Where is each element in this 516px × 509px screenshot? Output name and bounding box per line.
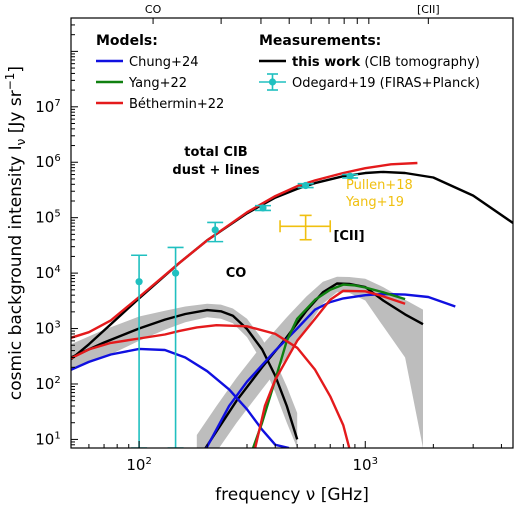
legend-label-0: Chung+24 [129,55,198,70]
series-line-5 [205,292,456,448]
annotation-dust-lines: dust + lines [172,163,259,178]
y-tick-base: 10 [35,209,54,227]
y-tick-exp: 7 [54,98,60,109]
y-tick-label-6: 107 [35,98,60,116]
odegard-marker [171,269,180,277]
top-label-co: CO [145,3,162,16]
legend-odegard-label: Odegard+19 (FIRAS+Planck) [292,76,480,91]
y-tick-exp: 6 [54,153,60,164]
series-line-1 [71,161,418,339]
odegard-point-2 [207,221,224,243]
legend-this-work-label: this work (CIB tomography) [292,55,480,70]
odegard-marker [135,278,143,286]
odegard-point-1 [167,246,184,448]
x-tick-label-1: 103 [353,456,378,474]
legend-measurements: Measurements: this work (CIB tomography) O… [259,33,480,91]
top-axis: CO [CII] [145,3,440,24]
y-title-sub: ν [14,138,28,145]
y-tick-label-1: 102 [35,375,60,393]
x-tick-exp: 2 [145,456,151,467]
odegard-point-3 [254,204,271,212]
odegard-point-0 [131,254,148,448]
y-tick-label-0: 101 [35,430,60,448]
y-tick-base: 10 [35,320,54,338]
legend-label-2: Béthermin+22 [129,97,224,112]
series-line-7 [71,324,351,448]
legend-this-work-rest: (CIB tomography) [360,55,480,70]
series-line-4 [71,347,290,448]
y-title-unit-sup: −1 [3,73,17,91]
x-axis: 102 103 [70,441,502,474]
y-tick-exp: 1 [54,430,60,441]
y-tick-base: 10 [35,375,54,393]
y-tick-exp: 4 [54,264,60,275]
y-tick-exp: 2 [54,375,60,386]
y-tick-base: 10 [35,430,54,448]
x-tick-base: 10 [126,456,145,474]
plot-area [71,161,513,448]
series-line-8 [253,289,406,448]
odegard-marker [302,181,310,190]
odegard-marker [211,226,219,234]
y-title-unit-end: ] [6,66,26,73]
y-title-main: cosmic background intensity I [6,145,26,400]
annotation-co: CO [226,266,247,281]
y-tick-base: 10 [35,264,54,282]
series-line-3 [204,282,424,448]
odegard-marker [346,172,354,180]
x-tick-label-0: 102 [126,456,151,474]
y-axis-title: cosmic background intensity Iν [Jy sr−1] [3,66,28,400]
y-title-unit: [Jy sr [6,90,26,138]
annotation-pullen: Pullen+18 [346,178,413,193]
odegard-marker [259,204,267,212]
y-tick-exp: 3 [54,320,60,331]
legend-odegard-marker [268,78,277,86]
legend-models-title: Models: [96,33,158,49]
pullen-point [279,214,332,241]
x-tick-base: 10 [353,456,372,474]
y-tick-label-2: 103 [35,320,60,338]
y-tick-exp: 5 [54,209,60,220]
x-tick-exp: 3 [372,456,378,467]
y-tick-base: 10 [35,153,54,171]
y-tick-label-5: 106 [35,153,60,171]
legend-label-1: Yang+22 [128,76,187,91]
legend-measurements-title: Measurements: [259,33,381,49]
plot-frame [70,17,514,449]
top-label-cii: [CII] [417,3,440,16]
annotation-cii: [CII] [333,229,364,244]
legend-models: Models: Chung+24 Yang+22 Béthermin+22 [96,33,224,112]
odegard-point-4 [297,181,314,190]
legend-this-work-bold: this work [292,55,361,70]
annotation-total-cib: total CIB [184,145,247,160]
odegard-point-5 [342,172,359,180]
x-axis-title: frequency ν [GHz] [215,485,369,505]
y-tick-label-3: 104 [35,264,60,282]
uncertainty-band-1 [196,276,423,448]
annotation-yang19: Yang+19 [345,195,404,210]
y-tick-label-4: 105 [35,209,60,227]
y-tick-base: 10 [35,98,54,116]
series-line-0 [71,170,513,361]
